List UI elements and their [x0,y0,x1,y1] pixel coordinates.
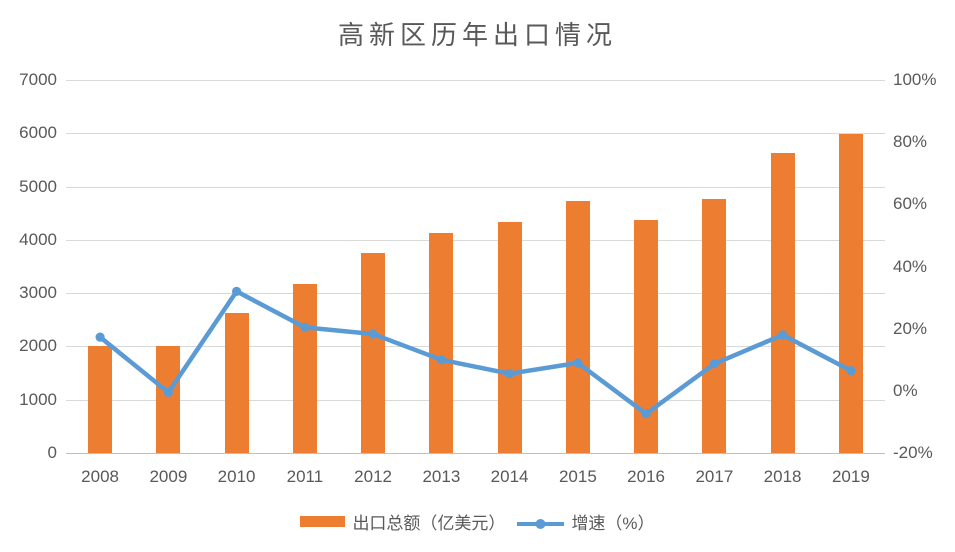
y-axis-label-right: -20% [893,443,933,462]
x-axis-label: 2011 [286,467,324,486]
chart-title: 高新区历年出口情况 [337,21,617,51]
y-axis-label-right: 60% [893,194,928,214]
bar-2015 [565,201,590,453]
legend: 出口总额（亿美元） 增速（%） [0,507,955,535]
x-axis-line [66,453,885,454]
line-marker-2008 [95,332,105,342]
legend-item-exports: 出口总额（亿美元） [300,509,505,534]
bar-2012 [361,253,386,453]
line-series-swatch [517,515,565,529]
x-axis-label: 2019 [831,467,870,486]
legend-label-exports: 出口总额（亿美元） [352,513,506,533]
bar-2018 [770,153,795,453]
line-marker-2010 [232,286,242,296]
gridline [66,399,885,401]
y-axis-label-left: 6000 [19,123,57,143]
bar-2010 [224,312,249,453]
x-axis-label: 2015 [558,467,597,486]
gridline [66,239,885,241]
y-axis-label-left: 5000 [19,176,57,196]
y-axis-label-left: 3000 [19,283,57,303]
y-axis-label-left: 7000 [19,70,57,89]
gridline [66,80,885,81]
y-axis-label-right: 100% [893,70,937,89]
legend-item-growth: 增速（%） [517,509,655,534]
y-axis-label-left: 2000 [19,336,57,356]
y-axis-label-left: 4000 [19,229,57,249]
gridline [66,346,885,348]
y-axis-label-left: 1000 [19,389,57,409]
x-axis-label: 2008 [81,467,119,486]
growth-line [97,289,854,417]
bar-2009 [156,346,181,453]
legend-label-growth: 增速（%） [571,513,655,533]
gridline [66,133,885,135]
bar-2016 [634,219,659,453]
x-axis-label: 2018 [763,467,802,486]
y-axis-label-right: 40% [893,256,928,276]
y-axis-label-left: 0 [47,443,57,462]
x-axis-label: 2014 [490,467,529,486]
y-axis-label-right: 80% [893,132,928,152]
bar-2011 [292,284,317,453]
bar-2008 [88,346,113,453]
bar-2014 [497,222,522,453]
bar-2013 [429,232,454,453]
gridline [66,293,885,295]
bar-2019 [838,133,863,453]
x-axis-label: 2016 [627,467,665,486]
x-axis-label: 2017 [695,467,734,486]
y-axis-label-right: 20% [893,318,928,338]
y-axis-label-right: 0% [893,380,918,400]
bar-2017 [702,198,727,453]
gridline [66,186,885,188]
x-axis-label: 2012 [354,467,392,486]
x-axis-label: 2013 [422,467,461,486]
x-axis-label: 2009 [149,467,188,486]
line-swatch-graphic [517,519,565,529]
bar-series-swatch [300,515,346,527]
x-axis-label: 2010 [217,467,256,486]
